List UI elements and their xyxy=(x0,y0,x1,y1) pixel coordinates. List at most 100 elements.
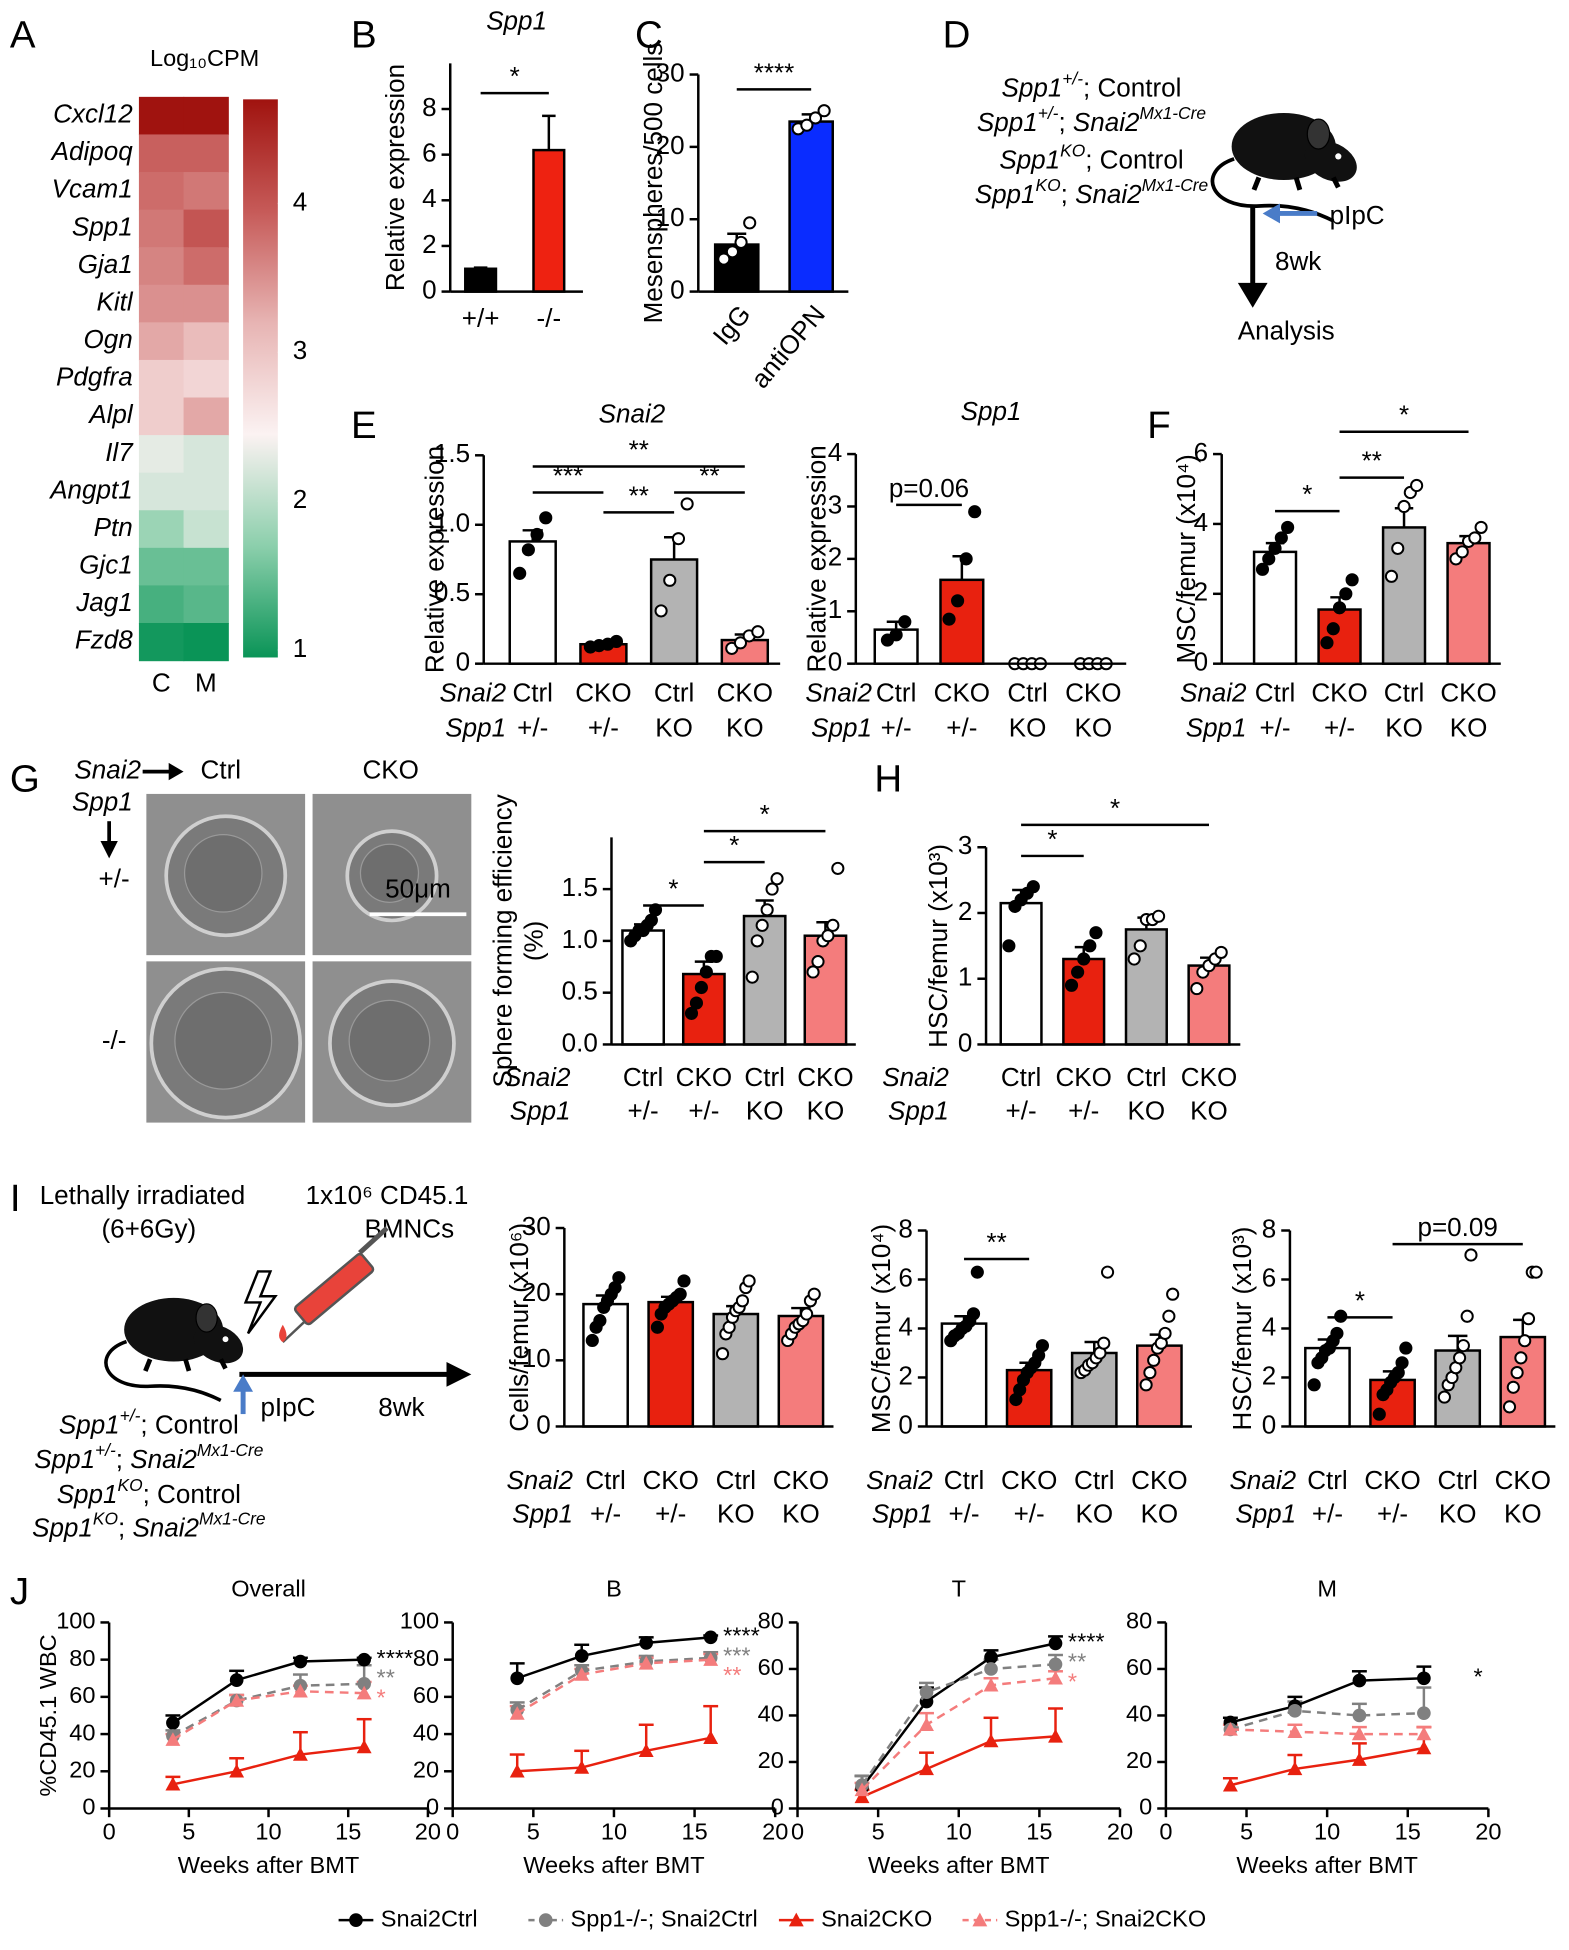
data-point xyxy=(1268,541,1282,555)
bar xyxy=(873,628,919,665)
data-point xyxy=(1026,880,1040,894)
series-line xyxy=(172,1682,365,1738)
genotype-part: Snai2 xyxy=(132,1512,199,1542)
marker xyxy=(1417,1671,1431,1686)
marker xyxy=(639,1636,654,1650)
y-tick-label: 40 xyxy=(413,1719,439,1745)
genotype-part: Snai2 xyxy=(1075,179,1142,209)
significance-label: ** xyxy=(699,461,719,491)
data-point xyxy=(942,612,956,626)
x-row-name: Snai2 xyxy=(1230,1465,1297,1495)
significance-label: ** xyxy=(629,480,649,510)
data-point xyxy=(1384,569,1399,583)
data-point xyxy=(1077,952,1091,966)
x-tick-label: +/- xyxy=(948,1499,979,1529)
significance-label: * xyxy=(1110,793,1120,823)
x-tick-label: Ctrl xyxy=(744,1062,784,1092)
genotype-part: Spp1 xyxy=(59,1409,120,1439)
data-point xyxy=(1326,622,1340,636)
y-tick-label: 6 xyxy=(1262,1262,1276,1292)
heatmap-cell xyxy=(138,547,185,587)
bar xyxy=(803,934,848,1046)
y-tick-label: 2 xyxy=(1194,577,1208,607)
panel-letter: H xyxy=(874,758,902,801)
y-tick-label: 0 xyxy=(456,647,470,677)
x-tick-label: Ctrl xyxy=(1007,678,1047,708)
panel-letter: J xyxy=(10,1570,29,1613)
x-tick-label: 15 xyxy=(1395,1819,1421,1845)
x-row-name: Spp1 xyxy=(1186,712,1247,742)
data-point xyxy=(1100,1265,1115,1279)
data-point xyxy=(733,636,748,650)
x-tick-label: KO xyxy=(1128,1096,1166,1126)
data-point xyxy=(585,1333,599,1348)
heatmap-cell xyxy=(138,284,185,323)
data-point xyxy=(1281,520,1295,535)
genotype-label: Spp1+/-; Snai2Mx1-Cre xyxy=(977,103,1206,137)
data-point xyxy=(1307,1378,1321,1392)
cells-label: 1x10⁶ CD45.1 xyxy=(306,1180,469,1210)
mouse-feet xyxy=(1251,176,1341,191)
x-tick-label: +/- xyxy=(655,1499,686,1529)
significance-label: ** xyxy=(377,1665,395,1691)
data-point xyxy=(1166,1287,1180,1301)
y-axis-label: Mesenspheres/500 cells xyxy=(638,43,668,324)
x-tick-label: Ctrl xyxy=(512,678,552,708)
y-axis-label: Relative expression xyxy=(380,64,410,291)
row-label: Fzd8 xyxy=(75,625,133,655)
x-tick-label: KO xyxy=(807,1096,845,1126)
x-row-name: Snai2 xyxy=(439,678,506,708)
x-row-name: Spp1 xyxy=(811,712,872,742)
panel-letter: F xyxy=(1147,404,1170,447)
x-tick-label: +/- xyxy=(517,712,548,742)
data-point xyxy=(1372,1407,1386,1421)
marker xyxy=(1048,1670,1063,1685)
data-point xyxy=(750,934,764,948)
x-tick-label: +/- xyxy=(688,1096,719,1126)
x-tick-label: 10 xyxy=(601,1819,627,1845)
x-tick-label: +/- xyxy=(628,1096,659,1126)
significance-label: **** xyxy=(754,57,795,87)
significance-label: *** xyxy=(723,1642,750,1668)
marker xyxy=(1048,1657,1063,1672)
data-point xyxy=(1410,478,1424,493)
x-tick-label: IgG xyxy=(707,299,757,350)
cell-type-label: BMNCs xyxy=(364,1213,454,1243)
data-point xyxy=(1506,1380,1520,1394)
significance-label: *** xyxy=(553,461,583,491)
data-point xyxy=(742,1274,756,1288)
genotype-part: Mx1-Cre xyxy=(197,1440,264,1460)
data-point xyxy=(612,1271,626,1285)
genotype-part: ; Control xyxy=(1085,144,1183,174)
mouse-feet xyxy=(143,1358,228,1372)
y-tick-label: 1.0 xyxy=(434,508,470,538)
y-tick-label: 2 xyxy=(422,229,436,259)
x-tick-label: CKO xyxy=(1311,678,1367,708)
x-axis-label: Weeks after BMT xyxy=(868,1852,1049,1878)
mouse-head xyxy=(193,1324,244,1364)
x-tick-label: +/- xyxy=(1068,1096,1099,1126)
marker xyxy=(509,1706,525,1720)
x-row-name: Spp1 xyxy=(872,1499,933,1529)
x-tick-label: Ctrl xyxy=(623,1062,663,1092)
data-point xyxy=(715,1347,730,1361)
genotype-part: Spp1 xyxy=(999,144,1060,174)
y-axis-label: HSC/femur (x10³) xyxy=(1227,1227,1257,1431)
marker xyxy=(1048,1636,1063,1651)
x-tick-label: 5 xyxy=(872,1819,885,1845)
data-point xyxy=(1083,939,1097,953)
x-tick-label: +/- xyxy=(1259,712,1290,742)
row-label: +/- xyxy=(99,864,130,894)
row-label: Ogn xyxy=(84,324,133,354)
marker xyxy=(229,1673,244,1687)
y-tick-label: 40 xyxy=(69,1719,95,1745)
heatmap-cell xyxy=(183,435,229,474)
x-tick-label: 10 xyxy=(946,1819,972,1845)
y-axis-label: HSC/femur (x10³) xyxy=(923,844,953,1048)
y-tick-label: 20 xyxy=(522,1277,551,1307)
marker xyxy=(293,1654,308,1669)
marker xyxy=(1288,1703,1302,1718)
y-axis-label: Relative expression xyxy=(801,445,831,672)
y-tick-label: 0 xyxy=(958,1027,972,1057)
